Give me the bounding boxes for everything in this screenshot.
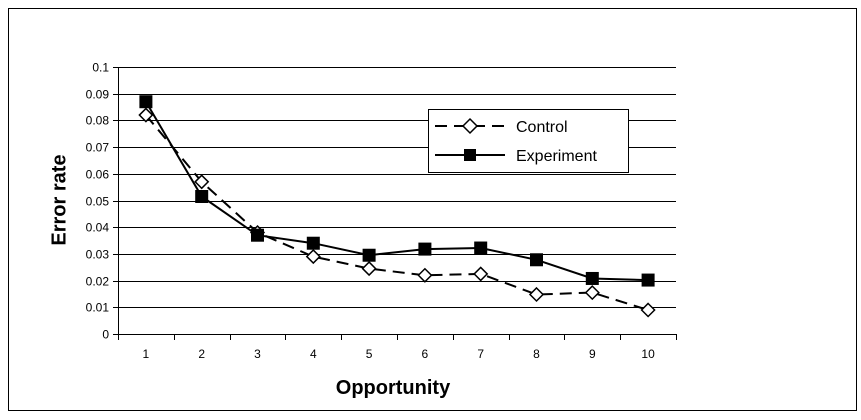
data-point-control [640, 302, 656, 318]
chart-area-border [8, 8, 857, 411]
y-tick-label: 0.02 [86, 275, 110, 289]
data-point-experiment [251, 228, 264, 242]
x-tick-label: 4 [310, 347, 317, 361]
x-tick-label: 9 [589, 347, 596, 361]
x-axis-title: Opportunity [336, 377, 451, 399]
series-line-experiment [145, 101, 649, 282]
data-point-control [305, 249, 321, 265]
x-tick-label: 2 [198, 347, 205, 361]
y-tick-label: 0.08 [86, 114, 110, 128]
x-tick-label: 8 [533, 347, 540, 361]
y-tick-label: 0.05 [86, 195, 110, 209]
x-tick-label: 10 [641, 347, 655, 361]
x-tick-label: 6 [422, 347, 429, 361]
data-point-control [473, 266, 489, 282]
legend-experiment-marker [464, 149, 476, 161]
x-tick-label: 1 [143, 347, 150, 361]
y-tick-label: 0.09 [86, 88, 110, 102]
data-point-experiment [418, 242, 432, 256]
data-point-control [584, 285, 600, 301]
data-point-control [528, 286, 545, 303]
data-point-experiment [530, 253, 543, 267]
legend: Control Experiment [428, 109, 629, 173]
data-point-experiment [139, 95, 153, 109]
y-tick-label: 0.06 [86, 168, 110, 182]
data-point-experiment [195, 189, 209, 203]
data-point-control [194, 174, 210, 190]
legend-experiment-label: Experiment [516, 148, 597, 165]
y-axis-title: Error rate [48, 154, 70, 245]
data-point-control [361, 261, 377, 277]
x-tick-label: 7 [477, 347, 484, 361]
data-point-control [417, 267, 433, 283]
x-tick-label: 5 [366, 347, 373, 361]
y-tick-label: 0.04 [86, 221, 110, 235]
y-tick-label: 0 [102, 328, 109, 342]
y-tick-label: 0.03 [86, 248, 110, 262]
data-point-experiment [474, 241, 488, 255]
data-point-experiment [362, 248, 376, 262]
y-tick-label: 0.07 [86, 141, 110, 155]
data-point-experiment [641, 273, 655, 287]
data-point-control [138, 107, 154, 123]
legend-box [428, 109, 629, 173]
legend-control-marker [461, 117, 479, 135]
legend-control-label: Control [516, 119, 568, 136]
x-tick-label: 3 [254, 347, 261, 361]
y-tick-label: 0.1 [92, 61, 109, 75]
data-point-experiment [306, 236, 320, 250]
y-tick-label: 0.01 [86, 301, 110, 315]
data-point-experiment [585, 271, 599, 285]
series-line-control [145, 114, 649, 311]
